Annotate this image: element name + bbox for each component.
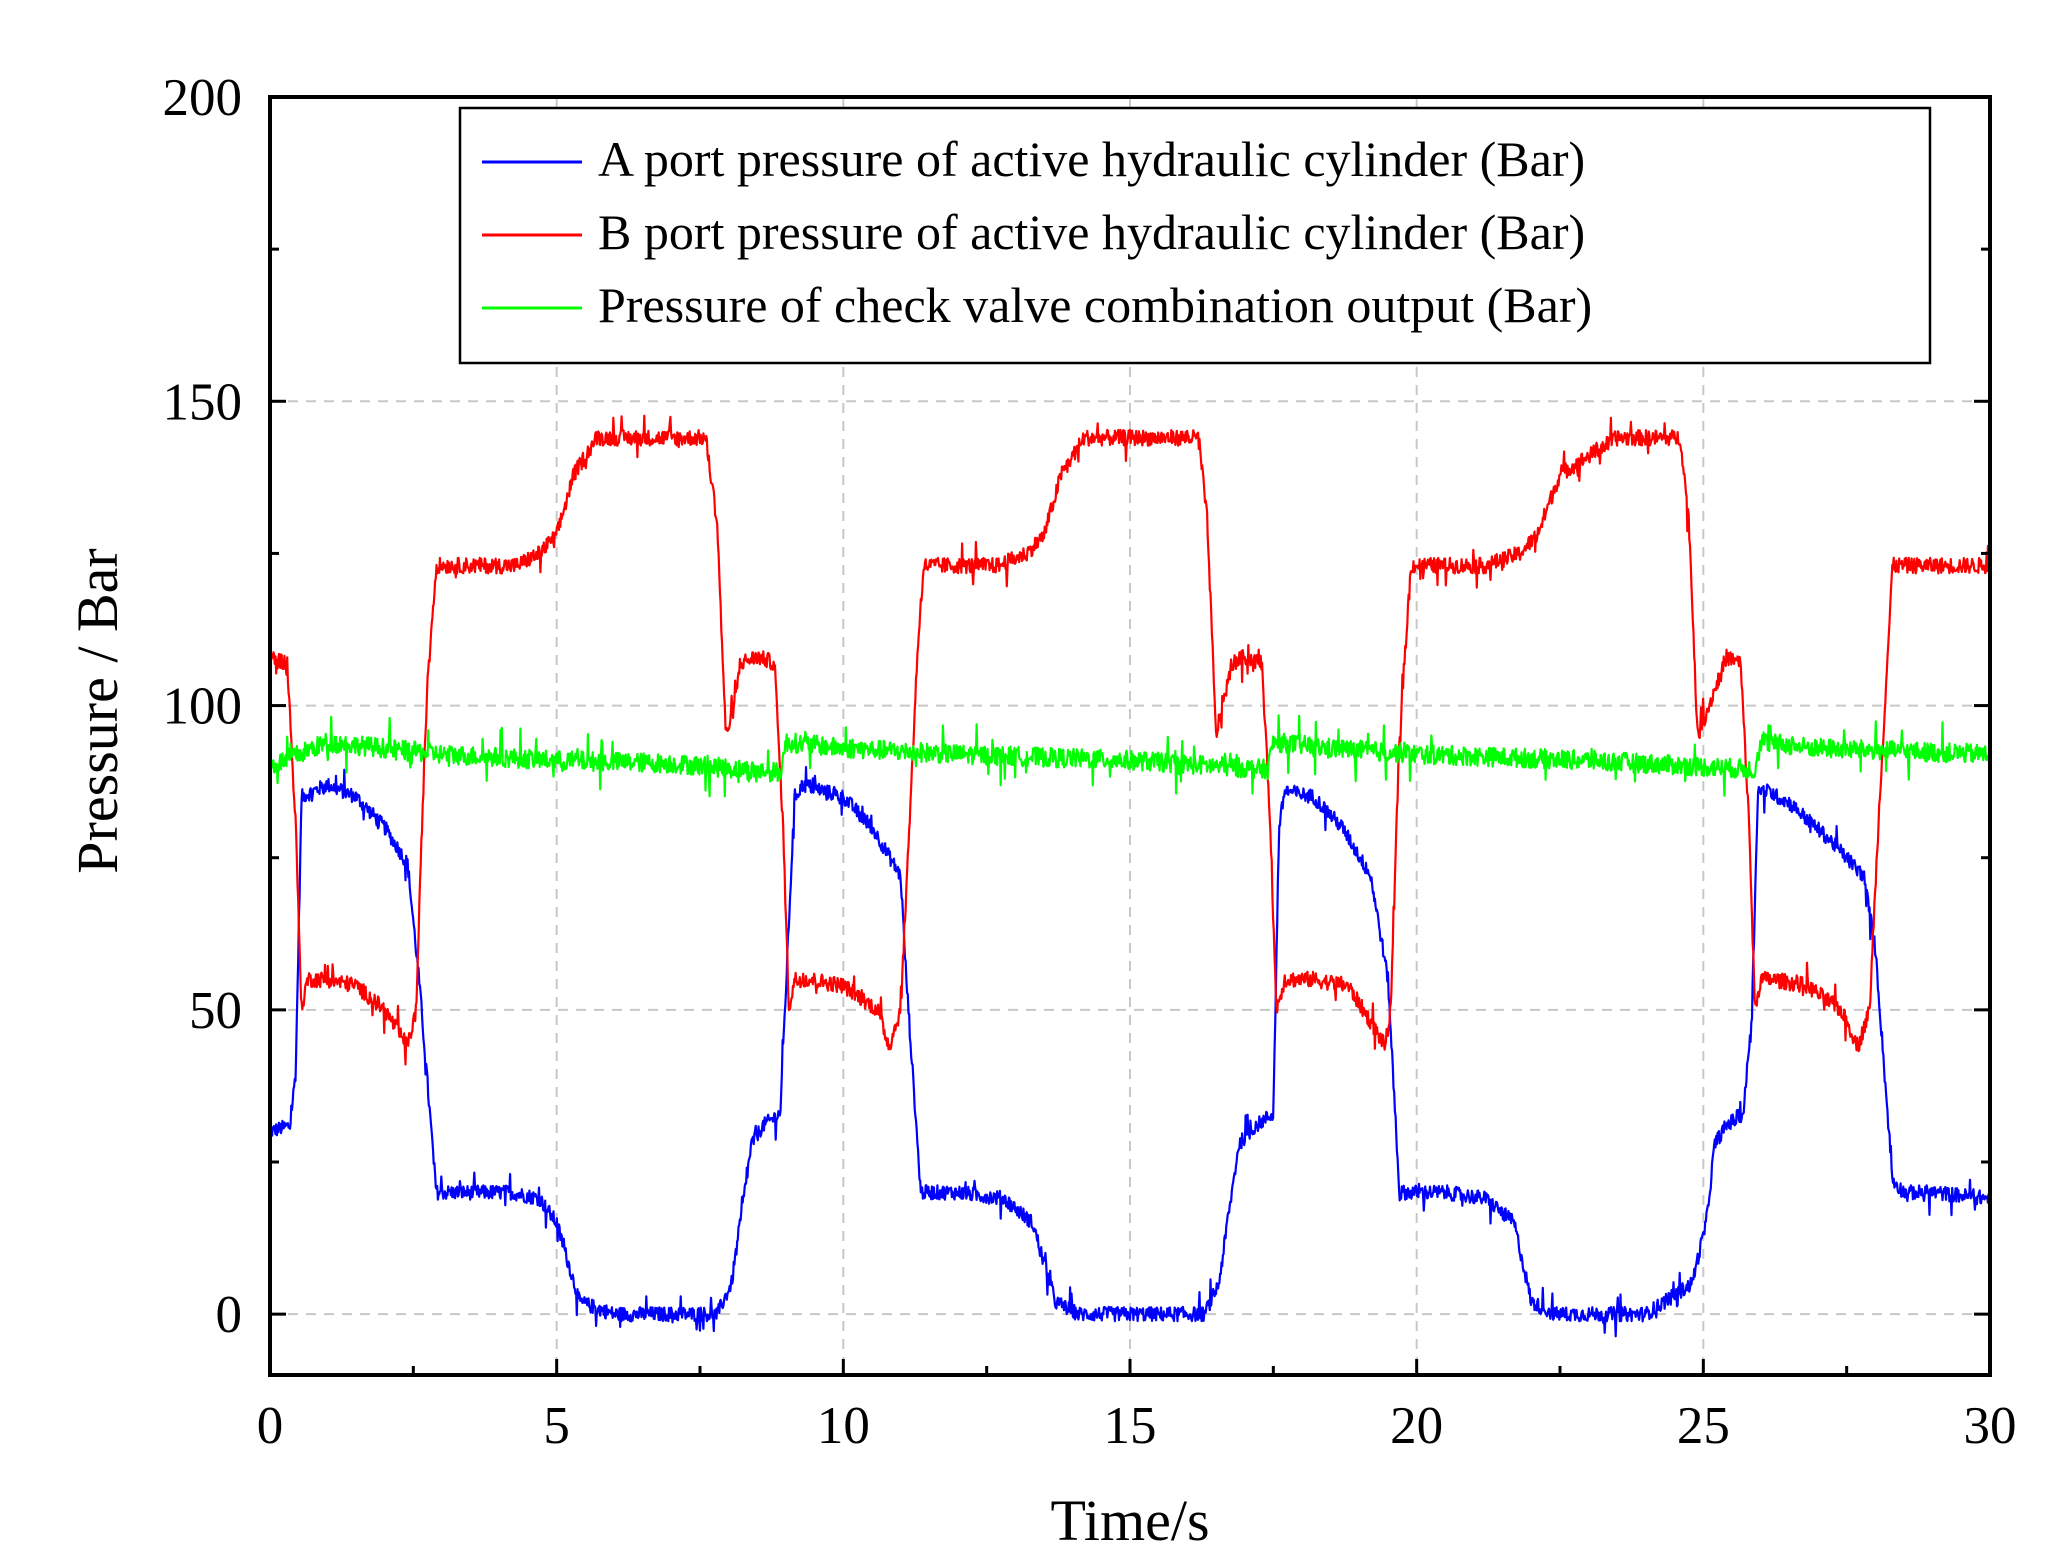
series-line [269,765,1992,1338]
legend: A port pressure of active hydraulic cyli… [458,106,1932,365]
legend-label: A port pressure of active hydraulic cyli… [598,131,1585,187]
y-tick-label: 150 [163,373,243,431]
series-3 [268,714,1992,798]
series-line [268,714,1992,798]
series-layer [268,414,1992,1338]
grid [270,97,1990,1375]
y-tick-label: 50 [189,982,242,1040]
x-tick-label: 10 [817,1397,870,1455]
series-1 [269,765,1992,1338]
tick-labels: 0 50 100 150 200 0 5 10 15 20 25 30 [163,69,2017,1455]
x-tick-label: 30 [1964,1397,2017,1455]
series-2 [268,414,1992,1066]
legend-box [458,106,1932,365]
series-line [268,414,1992,1066]
y-axis-title: Pressure / Bar [65,548,130,873]
legend-item: A port pressure of active hydraulic cyli… [482,131,1585,187]
x-tick-label: 20 [1390,1397,1443,1455]
x-tick-label: 5 [543,1397,570,1455]
x-axis-title: Time/s [1050,1488,1209,1553]
x-tick-label: 0 [257,1397,284,1455]
legend-items: A port pressure of active hydraulic cyli… [482,131,1592,333]
legend-item: B port pressure of active hydraulic cyli… [482,204,1585,260]
y-tick-label: 0 [216,1286,243,1344]
x-tick-label: 15 [1104,1397,1157,1455]
y-tick-label: 200 [163,69,243,127]
legend-label: Pressure of check valve combination outp… [598,277,1592,333]
legend-label: B port pressure of active hydraulic cyli… [598,204,1585,260]
ticks [268,95,1992,1375]
x-tick-label: 25 [1677,1397,1730,1455]
y-tick-label: 100 [163,678,243,736]
legend-item: Pressure of check valve combination outp… [482,277,1592,333]
